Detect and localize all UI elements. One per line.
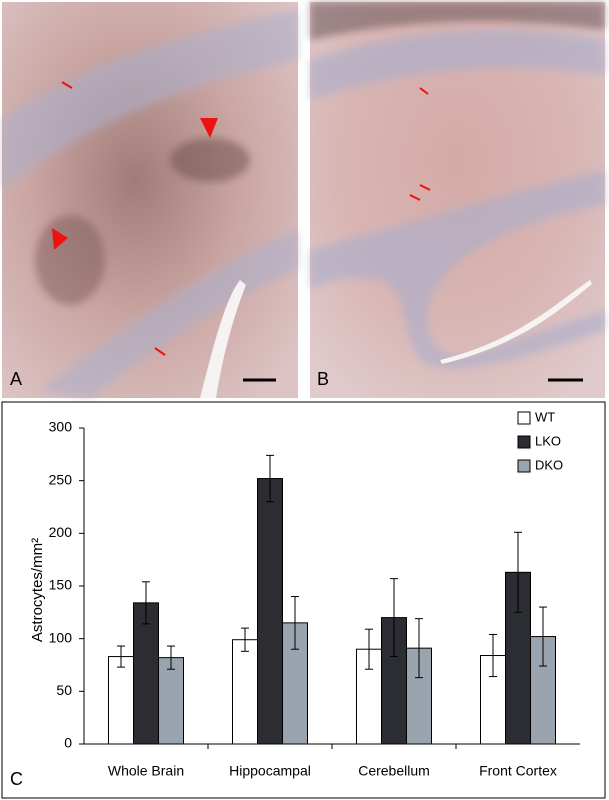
y-tick-label: 100 <box>49 629 73 645</box>
panel-label: B <box>317 369 329 389</box>
y-tick-label: 0 <box>64 735 72 751</box>
legend-swatch <box>517 435 531 449</box>
legend-swatch <box>517 411 531 425</box>
x-tick-label: Front Cortex <box>479 763 557 779</box>
bar <box>232 639 258 745</box>
x-tick-label: Cerebellum <box>358 763 430 779</box>
legend-label: DKO <box>535 457 563 472</box>
legend-label: WT <box>535 409 555 424</box>
micrograph-b: B <box>310 2 605 398</box>
bar <box>108 656 134 745</box>
bar <box>257 478 283 745</box>
legend-swatch <box>517 459 531 473</box>
legend-label: LKO <box>535 433 561 448</box>
y-tick-label: 200 <box>49 524 73 540</box>
micrograph-a: A <box>2 2 298 398</box>
y-tick-label: 300 <box>49 419 73 435</box>
y-tick-label: 250 <box>49 471 73 487</box>
panel-label: C <box>10 769 23 789</box>
y-axis-label: Astrocytes/mm² <box>29 538 46 642</box>
x-tick-label: Whole Brain <box>108 763 184 779</box>
y-tick-label: 150 <box>49 577 73 593</box>
panel-label: A <box>10 369 22 389</box>
bar <box>158 657 184 745</box>
y-tick-label: 50 <box>56 682 72 698</box>
x-tick-label: Hippocampal <box>229 763 311 779</box>
